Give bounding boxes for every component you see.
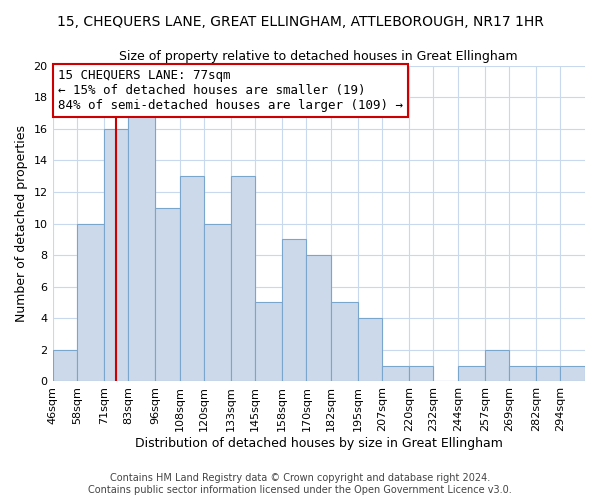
Bar	[509, 366, 536, 382]
Bar	[307, 255, 331, 382]
Bar	[409, 366, 433, 382]
Bar	[231, 176, 255, 382]
Bar	[128, 113, 155, 382]
Y-axis label: Number of detached properties: Number of detached properties	[15, 125, 28, 322]
Bar	[358, 318, 382, 382]
Bar	[53, 350, 77, 382]
Bar	[282, 240, 307, 382]
Text: 15 CHEQUERS LANE: 77sqm
← 15% of detached houses are smaller (19)
84% of semi-de: 15 CHEQUERS LANE: 77sqm ← 15% of detache…	[58, 68, 403, 112]
Bar	[382, 366, 409, 382]
Bar	[536, 366, 560, 382]
Bar	[104, 128, 128, 382]
X-axis label: Distribution of detached houses by size in Great Ellingham: Distribution of detached houses by size …	[135, 437, 503, 450]
Title: Size of property relative to detached houses in Great Ellingham: Size of property relative to detached ho…	[119, 50, 518, 63]
Text: 15, CHEQUERS LANE, GREAT ELLINGHAM, ATTLEBOROUGH, NR17 1HR: 15, CHEQUERS LANE, GREAT ELLINGHAM, ATTL…	[56, 15, 544, 29]
Bar	[179, 176, 204, 382]
Bar	[204, 224, 231, 382]
Bar	[485, 350, 509, 382]
Text: Contains HM Land Registry data © Crown copyright and database right 2024.
Contai: Contains HM Land Registry data © Crown c…	[88, 474, 512, 495]
Bar	[560, 366, 585, 382]
Bar	[255, 302, 282, 382]
Bar	[458, 366, 485, 382]
Bar	[155, 208, 179, 382]
Bar	[331, 302, 358, 382]
Bar	[77, 224, 104, 382]
